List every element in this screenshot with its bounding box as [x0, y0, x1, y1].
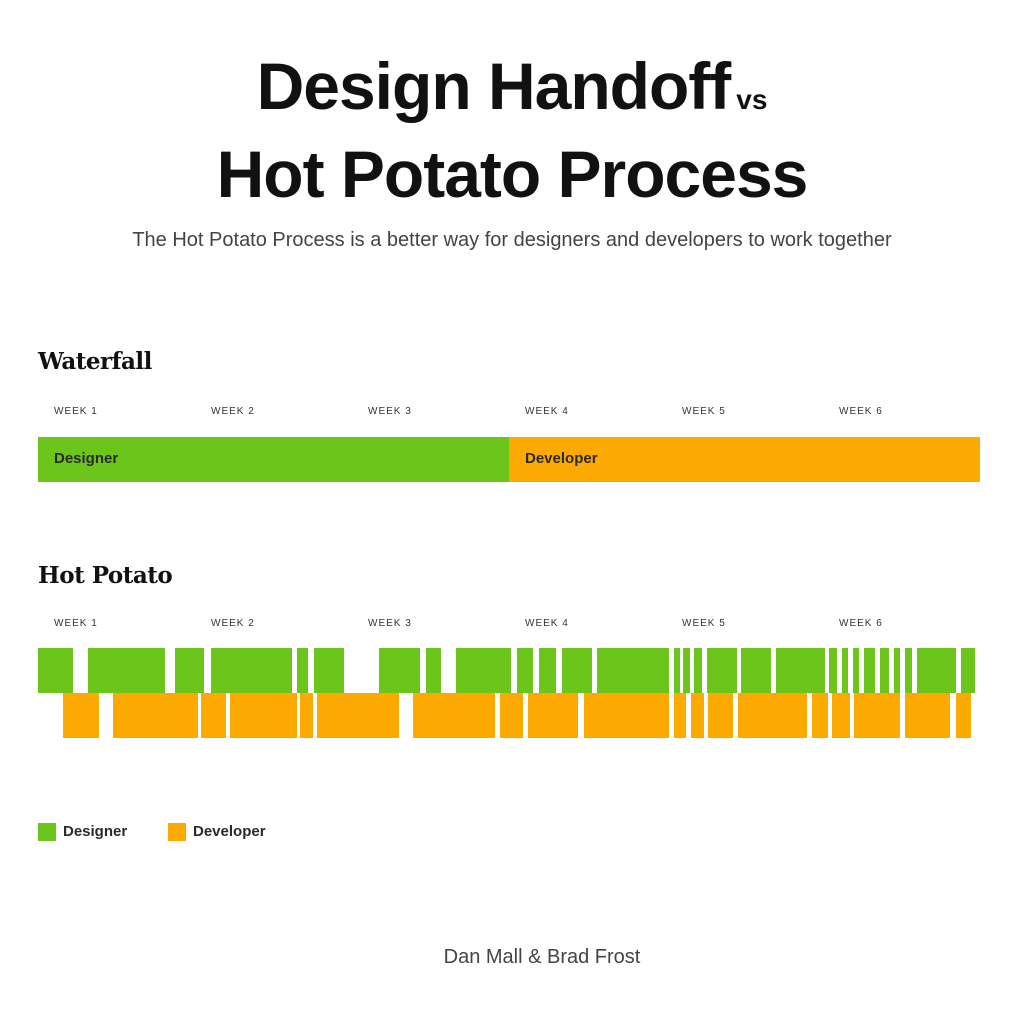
- hot-potato-developer-block-4: [229, 693, 298, 738]
- waterfall-developer-label: Developer: [525, 450, 598, 467]
- hot-potato-designer-block-8: [425, 648, 442, 693]
- hot-potato-developer-block-14: [738, 693, 808, 738]
- waterfall-week-label-5: WEEK 5: [682, 406, 726, 417]
- hot-potato-developer-block-5: [300, 693, 313, 738]
- title-vs: vs: [736, 84, 768, 115]
- hot-potato-designer-block-7: [378, 648, 420, 693]
- waterfall-developer-bar: [509, 437, 980, 482]
- hot-potato-designer-block-25: [893, 648, 900, 693]
- hot-potato-developer-block-8: [499, 693, 524, 738]
- hot-potato-designer-block-19: [775, 648, 825, 693]
- hot-potato-developer-block-2: [113, 693, 199, 738]
- hot-potato-developer-block-15: [812, 693, 828, 738]
- hot-potato-designer-block-21: [841, 648, 849, 693]
- waterfall-designer-label: Designer: [54, 450, 119, 467]
- waterfall-section-title: Waterfall: [38, 348, 152, 375]
- hot-potato-designer-block-20: [829, 648, 838, 693]
- legend-developer-swatch: [168, 823, 186, 841]
- hot-potato-developer-block-10: [584, 693, 670, 738]
- waterfall-week-label-4: WEEK 4: [525, 406, 569, 417]
- waterfall-week-label-6: WEEK 6: [839, 406, 883, 417]
- hot-potato-developer-block-19: [956, 693, 971, 738]
- hot-potato-designer-block-15: [683, 648, 690, 693]
- hot-potato-designer-block-27: [917, 648, 957, 693]
- hot-potato-developer-block-18: [904, 693, 951, 738]
- hot-potato-designer-block-26: [904, 648, 913, 693]
- hot-potato-designer-block-22: [852, 648, 860, 693]
- hot-potato-developer-block-7: [413, 693, 495, 738]
- hot-potato-developer-block-12: [691, 693, 704, 738]
- hot-potato-section-title: Hot Potato: [38, 562, 173, 589]
- hot-potato-designer-block-4: [210, 648, 293, 693]
- hot-potato-developer-block-9: [527, 693, 579, 738]
- hot-potato-week-label-3: WEEK 3: [368, 618, 412, 629]
- hot-potato-designer-block-3: [174, 648, 205, 693]
- hot-potato-designer-block-9: [455, 648, 511, 693]
- waterfall-designer-bar: [38, 437, 509, 482]
- main-title-line1: Design Handoff vs: [0, 50, 1024, 136]
- hot-potato-designer-block-6: [314, 648, 345, 693]
- hot-potato-designer-block-24: [879, 648, 889, 693]
- hot-potato-week-label-5: WEEK 5: [682, 618, 726, 629]
- waterfall-week-label-1: WEEK 1: [54, 406, 98, 417]
- hot-potato-developer-block-1: [63, 693, 100, 738]
- hot-potato-designer-block-2: [88, 648, 166, 693]
- hot-potato-designer-block-11: [538, 648, 557, 693]
- hot-potato-week-label-1: WEEK 1: [54, 618, 98, 629]
- hot-potato-week-label-4: WEEK 4: [525, 618, 569, 629]
- hot-potato-developer-block-11: [673, 693, 687, 738]
- hot-potato-designer-block-1: [38, 648, 73, 693]
- hot-potato-developer-block-16: [832, 693, 850, 738]
- hot-potato-week-label-2: WEEK 2: [211, 618, 255, 629]
- legend-designer-swatch: [38, 823, 56, 841]
- hot-potato-designer-block-17: [706, 648, 737, 693]
- hot-potato-designer-block-28: [961, 648, 976, 693]
- credit-authors: Dan Mall & Brad Frost: [443, 946, 641, 968]
- hot-potato-designer-block-12: [562, 648, 593, 693]
- hot-potato-designer-block-16: [694, 648, 703, 693]
- hot-potato-developer-block-3: [201, 693, 227, 738]
- hot-potato-developer-block-6: [317, 693, 400, 738]
- hot-potato-developer-block-13: [708, 693, 734, 738]
- hot-potato-designer-block-5: [297, 648, 309, 693]
- title-design-handoff: Design Handoff: [256, 49, 732, 123]
- hot-potato-designer-block-10: [516, 648, 533, 693]
- legend-developer-label: Developer: [193, 823, 266, 840]
- hot-potato-developer-block-17: [854, 693, 900, 738]
- hot-potato-designer-block-13: [596, 648, 670, 693]
- hot-potato-week-label-6: WEEK 6: [839, 618, 883, 629]
- legend-designer-label: Designer: [63, 823, 128, 840]
- hot-potato-designer-block-14: [673, 648, 681, 693]
- waterfall-week-label-2: WEEK 2: [211, 406, 255, 417]
- waterfall-week-label-3: WEEK 3: [368, 406, 412, 417]
- main-title-line2: Hot Potato Process: [216, 137, 809, 211]
- hot-potato-designer-block-18: [741, 648, 772, 693]
- subtitle: The Hot Potato Process is a better way f…: [132, 229, 892, 251]
- hot-potato-designer-block-23: [863, 648, 875, 693]
